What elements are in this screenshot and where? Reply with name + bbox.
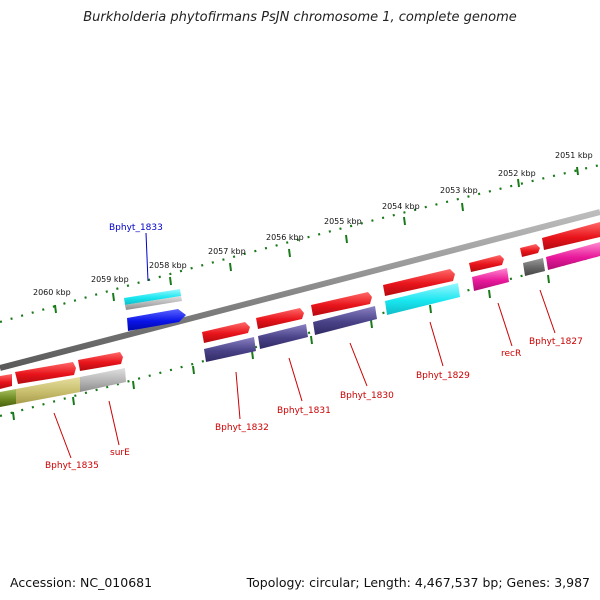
gene-row-middle-red[interactable] [202,222,600,343]
inner-major-ticks [12,274,550,421]
gene-label-bphyt-1833[interactable]: Bphyt_1833 [109,223,163,233]
outer-scale-arc [0,163,600,324]
accession-label: Accession: NC_010681 [10,575,153,590]
gene-row-left-red[interactable] [0,352,123,389]
gene-recr[interactable] [472,268,509,291]
gene-bphyt-1833[interactable] [124,289,186,331]
gene-bphyt-1827[interactable] [546,242,600,270]
tick-label-2058: 2058 kbp [149,261,187,270]
gene-bphyt-1835[interactable] [0,377,80,407]
tick-label-2053: 2053 kbp [440,186,478,195]
gene-dark-gray[interactable] [523,258,545,276]
tick-label-2055: 2055 kbp [324,217,362,226]
gene-label-bphyt-1827[interactable]: Bphyt_1827 [529,337,583,347]
gene-label-bphyt-1835[interactable]: Bphyt_1835 [45,461,99,471]
tick-label-2054: 2054 kbp [382,202,420,211]
chromosome-backbone [0,209,600,371]
gene-bphyt-1829[interactable] [385,283,460,315]
tick-label-2052: 2052 kbp [498,169,536,178]
map-title: Burkholderia phytofirmans PsJN chromosom… [83,10,517,25]
gene-label-sure[interactable]: surE [110,448,130,458]
topology-label: Topology: circular; Length: 4,467,537 bp… [246,575,590,590]
gene-label-bphyt-1832[interactable]: Bphyt_1832 [215,423,269,433]
gene-sure[interactable] [80,368,126,392]
gene-label-bphyt-1831[interactable]: Bphyt_1831 [277,406,331,416]
gene-label-recr[interactable]: recR [501,349,521,359]
gene-label-bphyt-1829[interactable]: Bphyt_1829 [416,371,470,381]
tick-label-2060: 2060 kbp [33,288,71,297]
gene-bphyt-1830[interactable] [313,306,377,335]
outer-major-ticks [54,166,579,314]
tick-label-2057: 2057 kbp [208,247,246,256]
leader-lines [53,232,556,459]
gene-bphyt-1831[interactable] [258,324,308,349]
tick-label-2059: 2059 kbp [91,275,129,284]
gene-bphyt-1832[interactable] [204,337,256,362]
tick-label-2051: 2051 kbp [555,151,593,160]
gene-label-bphyt-1830[interactable]: Bphyt_1830 [340,391,394,401]
tick-label-2056: 2056 kbp [266,233,304,242]
